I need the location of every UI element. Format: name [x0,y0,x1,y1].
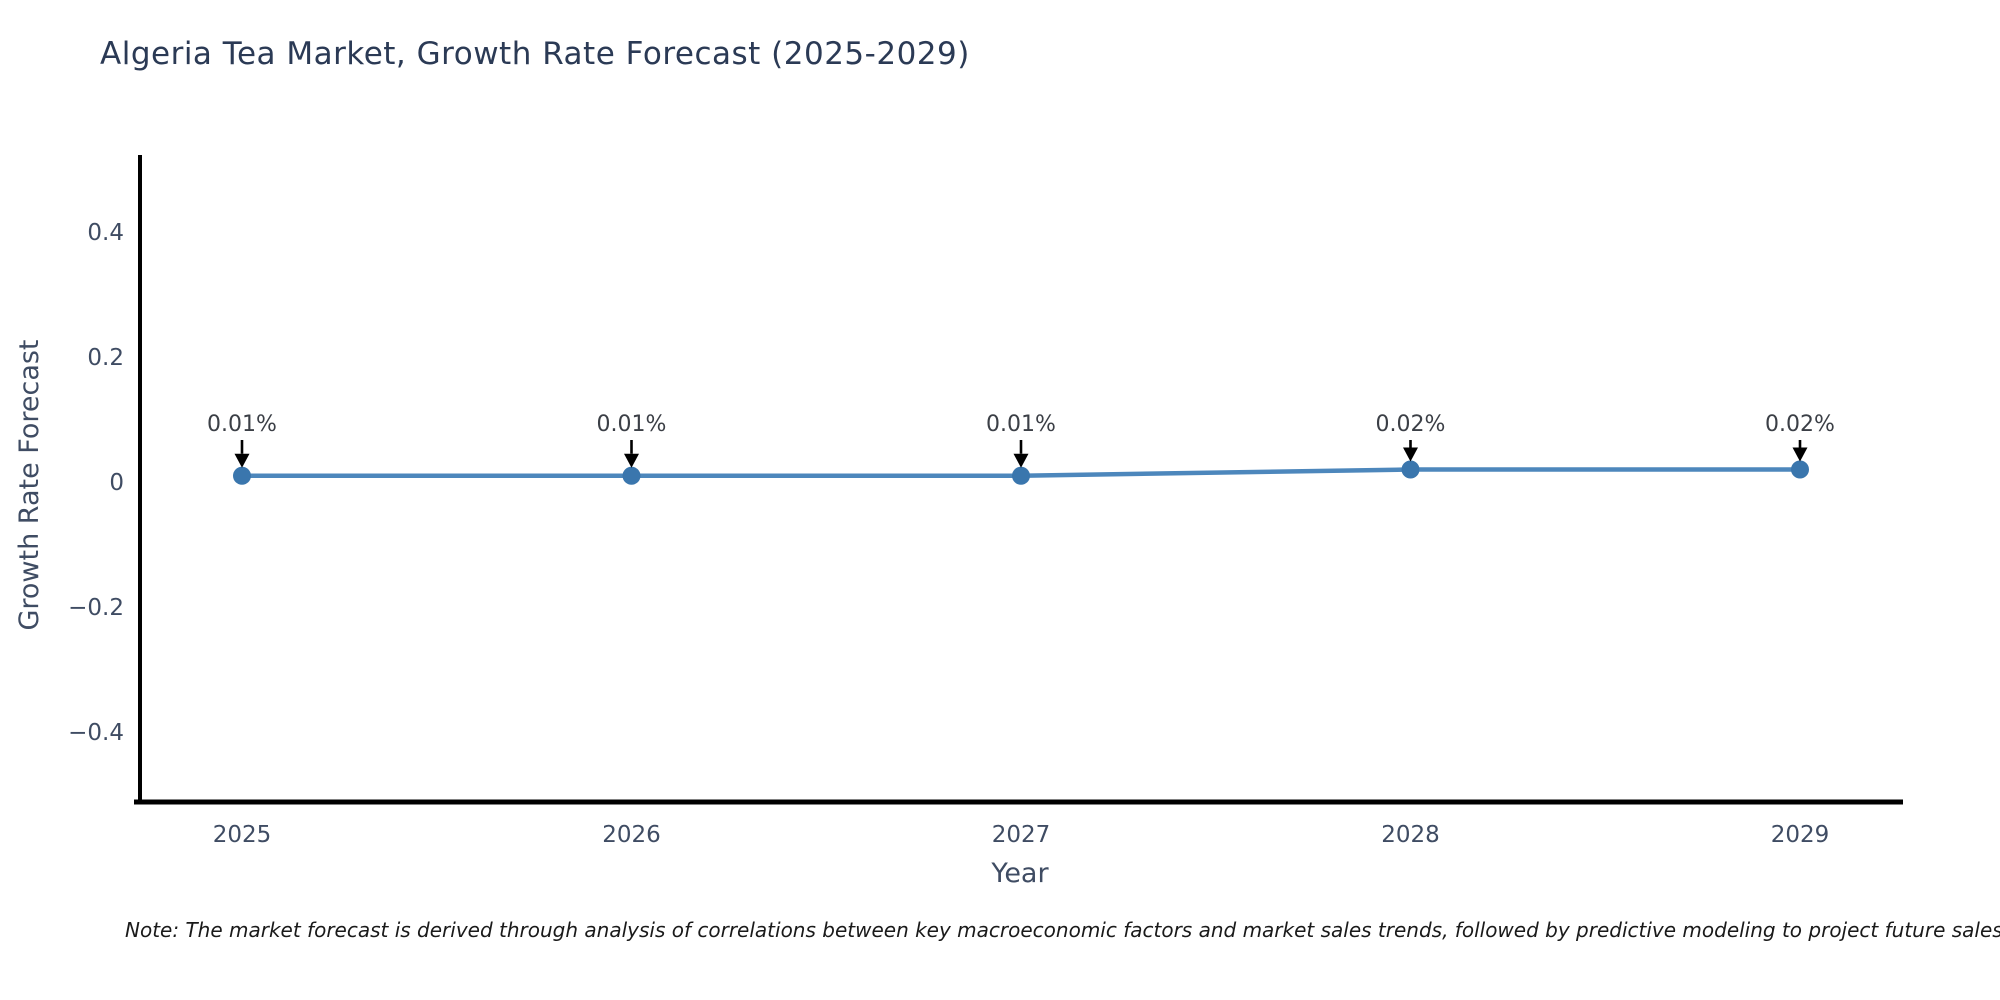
data-point-marker [622,466,641,485]
x-tick-label: 2028 [1381,822,1440,848]
annotation-arrowhead [1403,447,1418,462]
x-tick-label: 2025 [213,822,272,848]
point-annotation-label: 0.02% [1765,412,1835,437]
point-annotation-label: 0.01% [207,412,277,437]
data-point-marker [1012,466,1030,485]
annotation-arrowhead [1013,453,1029,468]
point-annotation-label: 0.01% [986,412,1056,437]
data-point-marker [1791,460,1809,479]
y-tick-label: 0.2 [87,345,124,371]
data-point-marker [233,466,251,485]
note-text: Note: The market forecast is derived thr… [125,918,2000,942]
point-annotation-label: 0.01% [597,412,667,437]
point-annotation-label: 0.02% [1376,412,1446,437]
annotation-arrowhead [234,453,250,468]
chart-title: Algeria Tea Market, Growth Rate Forecast… [100,36,970,72]
x-axis-title: Year [991,858,1049,889]
y-tick-label: −0.4 [68,720,124,746]
annotation-arrowhead [624,453,639,468]
annotation-arrowhead [1792,447,1808,462]
y-tick-label: 0 [109,470,124,496]
x-tick-label: 2029 [1771,822,1830,848]
y-tick-label: −0.2 [68,595,124,621]
y-tick-label: 0.4 [87,220,124,246]
x-tick-label: 2026 [602,822,661,848]
data-point-marker [1401,460,1420,479]
x-tick-label: 2027 [992,822,1051,848]
